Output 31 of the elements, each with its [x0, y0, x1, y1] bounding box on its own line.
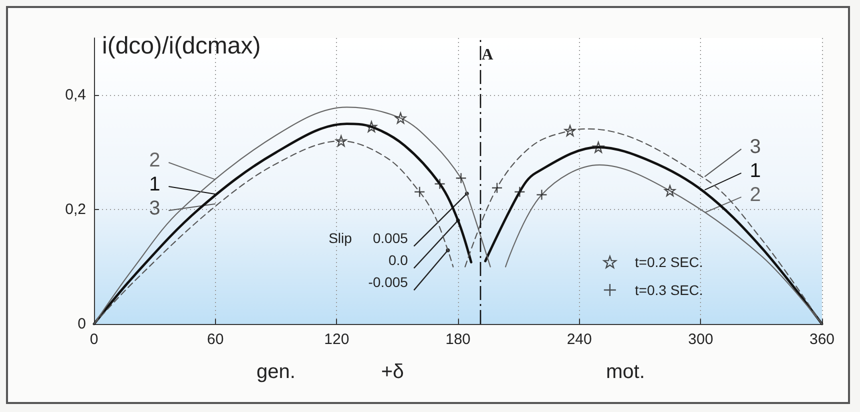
text: gen. +δ mot.	[256, 361, 645, 383]
annotation: -0.005	[368, 274, 408, 290]
annotation: 0.005	[372, 230, 408, 246]
text: 3	[750, 136, 761, 158]
y-axis-title: i(dco)/i(dcmax)	[102, 32, 261, 60]
x-tick-label: 360	[809, 331, 835, 348]
x-tick-label: 300	[688, 331, 714, 348]
point	[394, 112, 406, 124]
point	[564, 125, 576, 136]
x-tick-label: 180	[445, 331, 471, 348]
legend-label: 1	[750, 160, 761, 182]
point	[664, 185, 676, 196]
legend-label: 2	[750, 184, 761, 206]
legend-label: t=0.3 SEC.	[634, 282, 703, 298]
point	[592, 142, 604, 153]
series-label: 3	[149, 198, 160, 220]
x-tick-label: 60	[206, 331, 224, 348]
legend-label: t=0.2 SEC.	[634, 254, 703, 270]
x-tick-label: 240	[566, 331, 592, 348]
annotation: 0.0	[388, 252, 408, 268]
y-tick-label: 0,4	[65, 86, 86, 104]
x-tick-label: 120	[324, 331, 350, 348]
annotation: Slip	[328, 230, 352, 246]
text: 2	[149, 150, 160, 172]
point	[366, 121, 378, 132]
ref-line-label: A	[482, 46, 494, 64]
y-tick-label: 0	[78, 316, 86, 332]
point	[336, 135, 347, 147]
text: 1	[149, 174, 160, 196]
y-tick-label: 0,2	[65, 201, 86, 218]
x-tick-label: 0	[90, 331, 98, 348]
